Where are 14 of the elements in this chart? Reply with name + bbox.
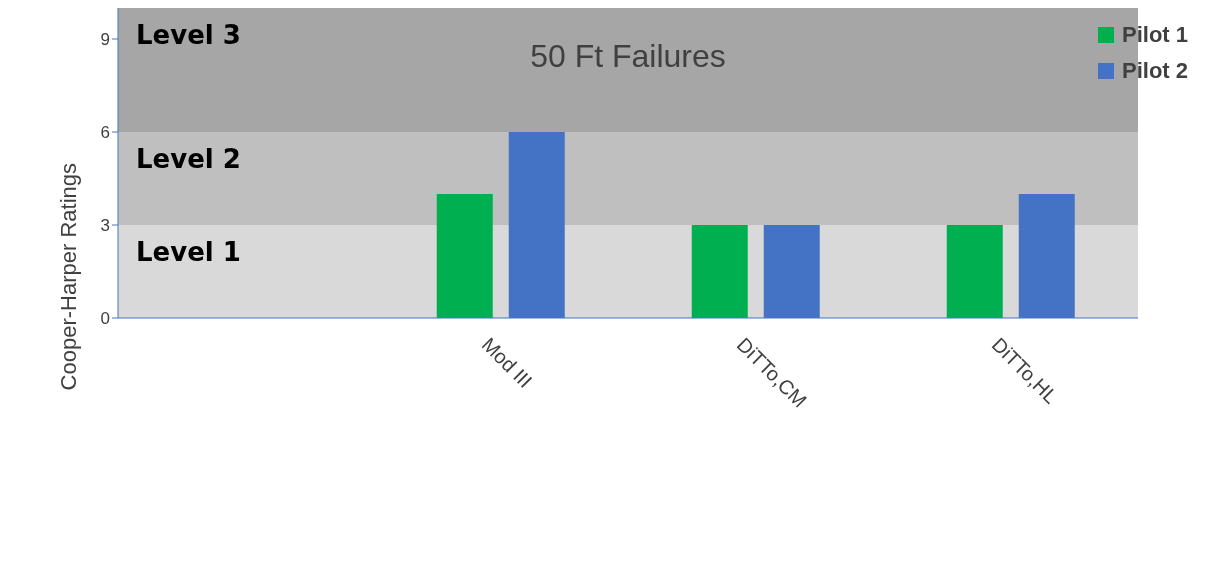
bar <box>436 194 493 318</box>
bar <box>691 225 748 318</box>
y-tick-label: 9 <box>100 30 110 50</box>
legend-label: Pilot 1 <box>1121 22 1188 48</box>
band-label: Level 2 <box>136 144 241 175</box>
y-axis-title: Cooper-Harper Ratings <box>55 163 81 391</box>
band-label: Level 3 <box>136 20 241 51</box>
y-tick-label: 6 <box>100 123 110 143</box>
text: 50 Ft Failures <box>530 38 726 74</box>
y-tick-label: 3 <box>100 216 110 236</box>
legend-label: Pilot 2 <box>1121 58 1188 84</box>
y-tick-label: 0 <box>100 309 110 329</box>
band-label: Level 1 <box>136 237 241 268</box>
bar <box>946 225 1003 318</box>
